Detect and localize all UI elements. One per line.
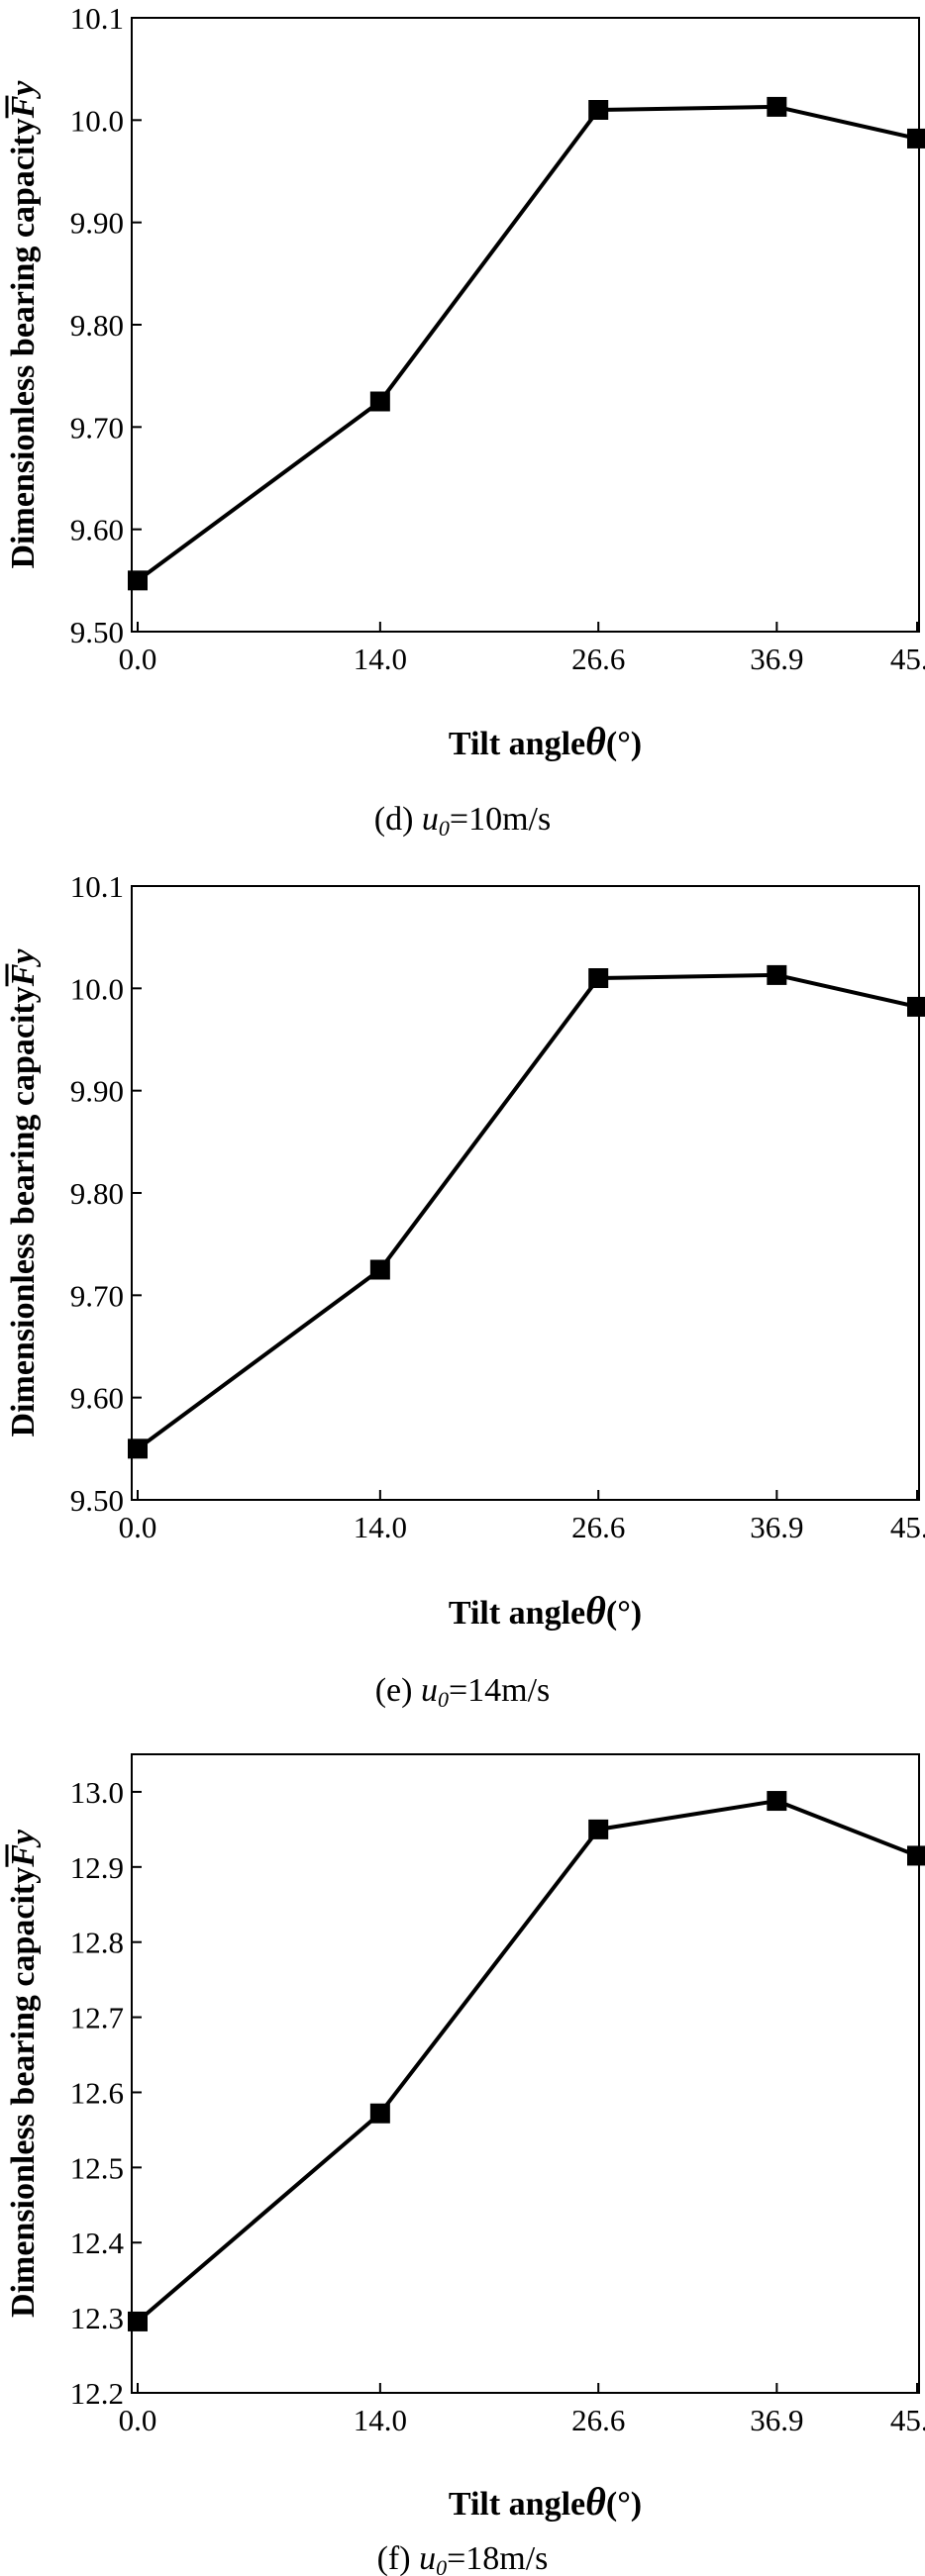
x-tick-label: 14.0 [354,2403,407,2437]
data-point [907,996,925,1017]
y-tick-label: 9.60 [70,513,124,547]
x-tick-label: 45.0 [890,2403,925,2437]
series-line [136,972,918,1450]
y-tick-label: 9.80 [70,308,124,343]
y-tick-label: 10.0 [70,971,124,1006]
series-line [136,104,918,582]
y-tick-label: 12.7 [70,2001,124,2035]
y-tick-label: 9.90 [70,1074,124,1109]
y-tick-label: 12.2 [70,2376,124,2411]
y-axis-title: Dimensionless bearing capacityFy [5,1829,42,2318]
data-point [128,570,148,591]
y-tick-label: 10.0 [70,103,124,138]
data-point [369,2103,390,2124]
data-point [588,968,609,988]
x-tick-label: 36.9 [750,642,803,676]
y-tick-label: 10.1 [70,1,124,36]
x-tick-label: 36.9 [750,2403,803,2437]
panel-caption: (f) u0=18m/s [377,2540,549,2576]
x-tick-label: 0.0 [119,2403,157,2437]
y-tick-label: 13.0 [70,1775,124,1810]
data-point [588,100,609,120]
x-tick-label: 0.0 [119,1510,157,1544]
plot-frame [131,1753,920,2394]
x-tick-label: 36.9 [750,1510,803,1544]
series-line [136,1799,918,2324]
y-tick-label: 10.1 [70,869,124,904]
x-tick-label: 0.0 [119,642,157,676]
y-tick-label: 9.90 [70,206,124,241]
data-point [767,96,787,117]
y-axis-title: Dimensionless bearing capacityFy [5,948,42,1437]
x-axis-title: Tilt angleθ(°) [449,1588,642,1633]
y-tick-label: 12.5 [70,2150,124,2185]
data-point [767,1791,787,1812]
x-tick-label: 26.6 [571,642,625,676]
y-tick-label: 12.9 [70,1850,124,1885]
y-tick-label: 12.8 [70,1926,124,1960]
y-tick-label: 9.50 [70,615,124,649]
x-axis-title: Tilt angleθ(°) [449,2479,642,2524]
data-point [907,1845,925,1866]
data-point [907,128,925,149]
y-axis-title: Dimensionless bearing capacityFy [5,80,42,569]
panel-caption: (e) u0=14m/s [375,1672,551,1712]
data-point [128,1438,148,1459]
data-point [369,1259,390,1280]
panel-caption: (d) u0=10m/s [374,801,551,841]
chart-panel-0: 9.50 9.60 9.70 9.80 9.90 10.0 10.1 0.0 14.0 26.6 3… [5,1,925,841]
data-point [767,964,787,985]
chart-panel-2: 12.2 12.3 12.4 12.5 12.6 12.7 12.8 12.9 13.0 0.0 1… [5,1753,925,2576]
y-tick-label: 12.4 [70,2226,125,2260]
y-tick-label: 9.70 [70,1278,124,1313]
y-tick-label: 9.80 [70,1176,124,1211]
y-tick-label: 9.70 [70,410,124,445]
y-tick-label: 9.60 [70,1381,124,1416]
plot-frame [131,885,920,1501]
data-point [369,391,390,412]
y-tick-label: 12.3 [70,2301,124,2335]
y-tick-label: 12.6 [70,2075,124,2110]
x-tick-label: 45.0 [890,642,925,676]
x-tick-label: 14.0 [354,642,407,676]
x-tick-label: 45.0 [890,1510,925,1544]
x-tick-label: 26.6 [571,2403,625,2437]
data-point [128,2311,148,2331]
y-tick-label: 9.50 [70,1483,124,1518]
x-axis-title: Tilt angleθ(°) [449,719,642,763]
plot-frame [131,17,920,633]
x-tick-label: 26.6 [571,1510,625,1544]
chart-panel-1: 9.50 9.60 9.70 9.80 9.90 10.0 10.1 0.0 14.0 26.6 3… [5,869,925,1712]
x-tick-label: 14.0 [354,1510,407,1544]
data-point [588,1819,609,1839]
